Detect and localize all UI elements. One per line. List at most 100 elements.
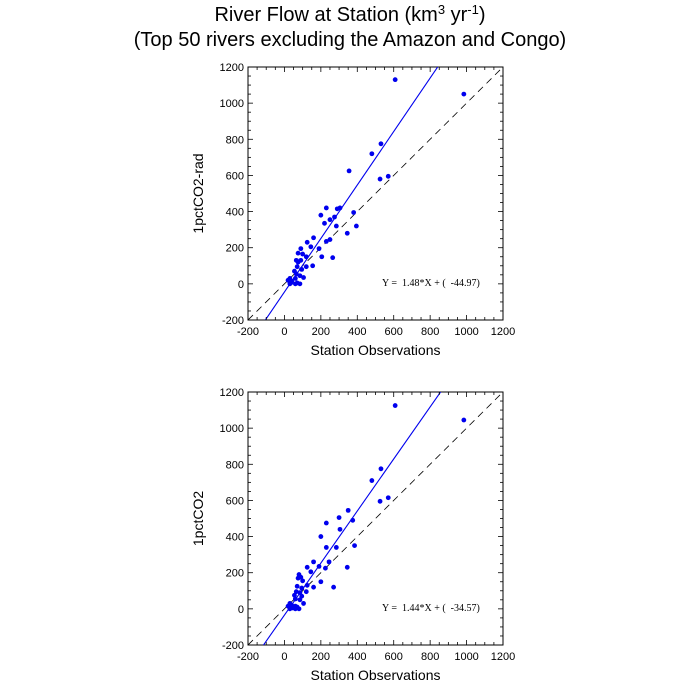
x-tick-label: 600 [385, 326, 403, 338]
x-tick-label: 400 [348, 326, 366, 338]
data-point [287, 281, 293, 287]
x-tick-label: 800 [421, 651, 439, 663]
data-point [461, 417, 467, 423]
data-point [332, 214, 337, 220]
data-point [392, 77, 398, 83]
data-point [297, 597, 303, 603]
y-axis-label: 1pctCO2 [190, 491, 206, 546]
data-point [297, 590, 303, 595]
data-point [303, 254, 309, 260]
y-tick-label: 400 [226, 207, 244, 219]
data-point [294, 264, 300, 270]
data-point [300, 251, 306, 257]
data-point [292, 276, 298, 281]
y-tick-label: 200 [226, 243, 244, 255]
data-point [300, 578, 306, 584]
data-point [369, 478, 375, 483]
data-point [318, 534, 324, 539]
x-tick-label: 0 [281, 651, 287, 663]
data-point [292, 596, 298, 602]
y-tick-label: 400 [226, 532, 244, 544]
data-point [295, 250, 301, 256]
data-point [385, 495, 391, 501]
y-tick-label: 1000 [220, 98, 244, 110]
data-point [385, 173, 391, 179]
data-point [295, 259, 301, 265]
y-tick-label: 600 [226, 495, 244, 507]
data-point [297, 273, 303, 279]
x-tick-label: 1000 [454, 651, 478, 663]
chart-title-line1: River Flow at Station (km3 yr-1) [214, 2, 485, 26]
data-point [296, 606, 302, 612]
data-point [344, 564, 350, 570]
data-point [327, 237, 333, 242]
data-point [301, 601, 306, 606]
data-point [377, 498, 383, 504]
x-tick-label: 600 [385, 651, 403, 663]
data-point [304, 564, 310, 570]
data-point [323, 545, 329, 550]
x-tick-label: 1200 [491, 651, 515, 663]
data-point [378, 141, 384, 147]
data-point [344, 230, 350, 236]
data-point [311, 584, 316, 590]
data-point [336, 515, 342, 520]
data-point [333, 545, 339, 550]
y-tick-label: 200 [226, 568, 244, 580]
data-point [350, 517, 356, 523]
y-tick-label: 0 [238, 279, 244, 291]
y-tick-label: 800 [226, 134, 244, 146]
scatter-panel-top: -200 0 200 400 600 800 1000 1200 -200 0 200 400 600 8… [190, 62, 515, 358]
data-point [304, 239, 310, 245]
regression-equation: Y = 1.44*X + ( -34.57) [382, 603, 480, 614]
data-point [369, 151, 375, 157]
data-point [294, 583, 300, 589]
data-point [333, 223, 339, 229]
data-point [316, 563, 322, 569]
data-point [345, 507, 351, 513]
data-point [334, 206, 340, 212]
x-tick-label: 400 [348, 651, 366, 663]
data-point [299, 585, 305, 591]
y-tick-label: 1000 [220, 423, 244, 435]
data-point [323, 565, 328, 571]
data-point [378, 466, 384, 472]
tick-marks [247, 391, 504, 646]
x-tick-label: 200 [312, 326, 330, 338]
data-point [303, 589, 309, 595]
y-axis-label: 1pctCO2-rad [190, 153, 206, 233]
x-tick-label: 1200 [491, 326, 515, 338]
data-point [337, 526, 343, 532]
data-point [297, 281, 303, 287]
data-point [292, 592, 297, 598]
data-point [323, 238, 329, 244]
y-tick-label: -200 [222, 315, 244, 327]
x-tick-label: 200 [312, 651, 330, 663]
y-tick-label: 1200 [220, 62, 244, 74]
tick-marks [247, 66, 504, 321]
chart-title-line2: (Top 50 rivers excluding the Amazon and … [134, 29, 566, 51]
data-point [308, 569, 314, 575]
x-tick-label: 0 [281, 326, 287, 338]
scatter-panel-bottom: -200 0 200 400 600 800 1000 1200 -200 0 200 400 600 8… [190, 387, 515, 683]
y-tick-label: 1200 [220, 387, 244, 399]
x-tick-label: -200 [237, 651, 259, 663]
data-point [303, 264, 309, 270]
y-tick-label: 800 [226, 459, 244, 471]
data-point [331, 584, 337, 590]
data-point [327, 217, 333, 223]
data-point [392, 403, 398, 408]
data-point [346, 168, 352, 174]
data-point [287, 606, 293, 612]
data-point [323, 205, 329, 211]
regression-equation: Y = 1.48*X + ( -44.97) [382, 278, 480, 289]
data-point [301, 275, 306, 280]
data-point [298, 246, 304, 252]
x-axis-label: Station Observations [311, 342, 441, 358]
data-point [318, 212, 324, 218]
data-point [323, 520, 329, 526]
data-point [311, 235, 316, 241]
regression-line [264, 67, 439, 320]
data-point [377, 176, 383, 182]
data-point [304, 582, 310, 588]
